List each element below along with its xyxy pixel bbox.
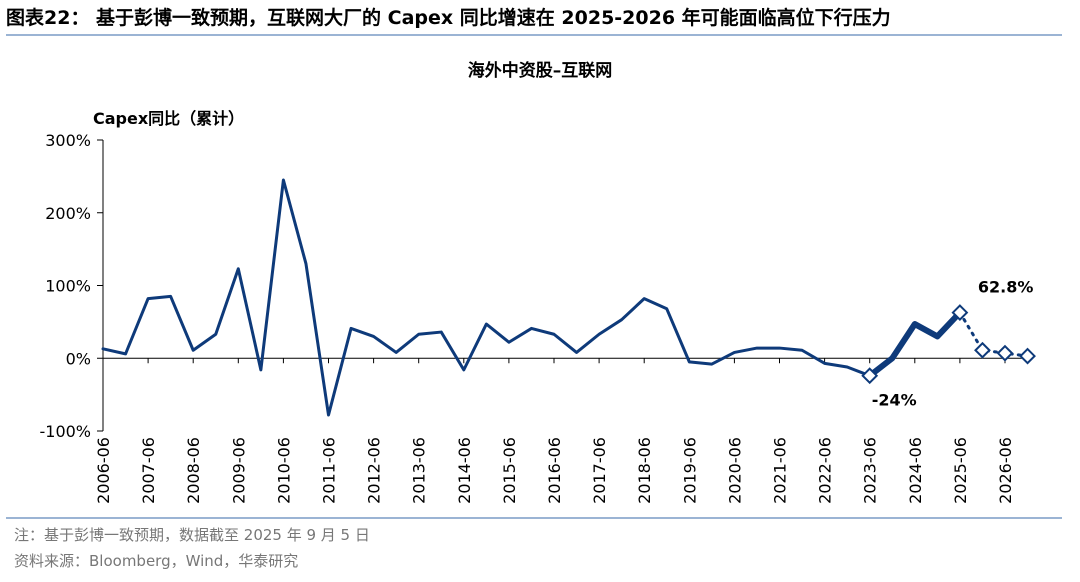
point-marker xyxy=(861,367,879,385)
x-tick-label: 2006-06 xyxy=(94,437,113,504)
x-tick-label: 2021-06 xyxy=(771,437,790,504)
data-label: -24% xyxy=(872,391,917,410)
data-label: 62.8% xyxy=(978,278,1034,297)
x-tick-label: 2007-06 xyxy=(139,437,158,504)
x-tick-label: 2017-06 xyxy=(590,437,609,504)
y-tick-label: 300% xyxy=(45,131,91,150)
x-tick-label: 2026-06 xyxy=(996,437,1015,504)
y-tick-label: 200% xyxy=(45,204,91,223)
series-line xyxy=(866,309,963,379)
source: 资料来源：Bloomberg，Wind，华泰研究 xyxy=(14,552,298,570)
point-marker xyxy=(996,344,1014,362)
x-tick-label: 2025-06 xyxy=(951,437,970,504)
x-tick-label: 2012-06 xyxy=(365,437,384,504)
footnote: 注：基于彭博一致预期，数据截至 2025 年 9 月 5 日 xyxy=(14,526,370,544)
x-tick-label: 2023-06 xyxy=(861,437,880,504)
x-tick-label: 2024-06 xyxy=(906,437,925,504)
point-marker xyxy=(951,304,969,321)
series-line xyxy=(101,178,872,417)
x-tick-label: 2018-06 xyxy=(635,437,654,504)
x-tick-label: 2010-06 xyxy=(274,437,293,504)
x-tick-label: 2016-06 xyxy=(545,437,564,504)
point-marker xyxy=(1019,347,1036,365)
series-line xyxy=(958,311,1030,358)
chart-title: 海外中资股–互联网 xyxy=(468,60,613,81)
point-marker xyxy=(974,341,991,359)
x-tick-label: 2015-06 xyxy=(500,437,519,504)
y-tick-label: -100% xyxy=(39,422,91,441)
page-title: 图表22： 基于彭博一致预期，互联网大厂的 Capex 同比增速在 2025-2… xyxy=(6,6,891,29)
x-tick-label: 2011-06 xyxy=(320,437,339,504)
x-tick-label: 2019-06 xyxy=(680,437,699,504)
x-tick-label: 2009-06 xyxy=(229,437,248,504)
x-tick-label: 2013-06 xyxy=(410,437,429,504)
y-tick-label: 0% xyxy=(66,349,91,368)
y-tick-label: 100% xyxy=(45,277,91,296)
x-tick-label: 2022-06 xyxy=(816,437,835,504)
y-axis-title: Capex同比（累计） xyxy=(93,109,244,128)
x-tick-label: 2014-06 xyxy=(455,437,474,504)
x-tick-label: 2020-06 xyxy=(725,437,744,504)
x-tick-label: 2008-06 xyxy=(184,437,203,504)
